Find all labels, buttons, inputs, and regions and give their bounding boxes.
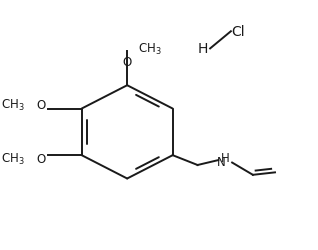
Text: N: N <box>217 155 225 168</box>
Text: O: O <box>37 99 46 112</box>
Text: O: O <box>122 56 132 69</box>
Text: CH$_3$: CH$_3$ <box>1 152 25 167</box>
Text: H: H <box>198 42 208 56</box>
Text: O: O <box>37 153 46 166</box>
Text: H: H <box>221 152 230 164</box>
Text: CH$_3$: CH$_3$ <box>138 42 162 57</box>
Text: Cl: Cl <box>231 25 245 39</box>
Text: CH$_3$: CH$_3$ <box>1 98 25 113</box>
